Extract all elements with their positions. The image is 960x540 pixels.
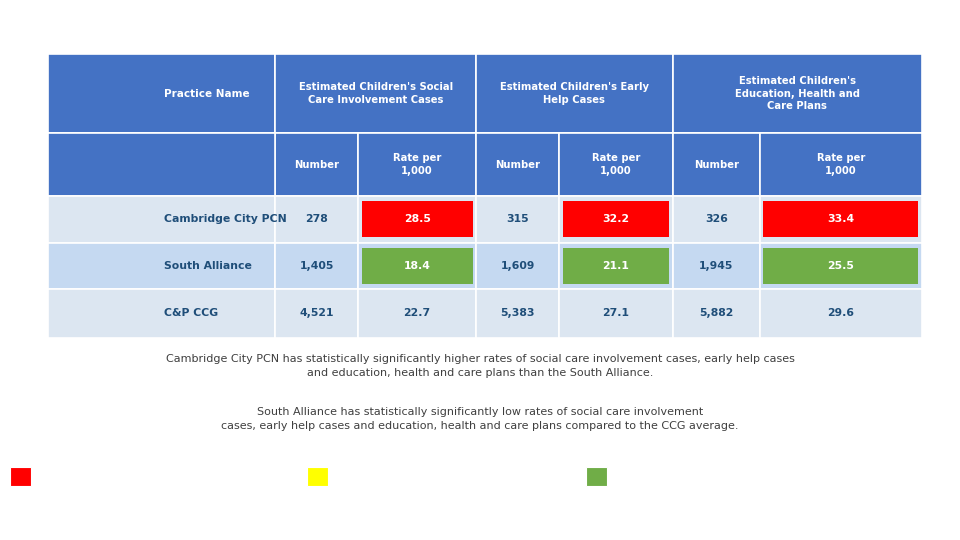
Bar <box>760 195 922 242</box>
Text: 1,609: 1,609 <box>500 261 535 271</box>
Text: South Alliance has statistically significantly low rates of social care involvem: South Alliance has statistically signifi… <box>221 407 739 431</box>
Bar <box>559 289 673 338</box>
Bar <box>559 195 673 242</box>
Bar <box>476 54 673 133</box>
Text: 5,882: 5,882 <box>699 308 733 319</box>
Bar <box>563 248 669 284</box>
Text: Estimated Children's
Education, Health and
Care Plans: Estimated Children's Education, Health a… <box>734 76 859 111</box>
Text: Number: Number <box>694 159 739 170</box>
Text: Children’s Social Care: Children’s Social Care <box>12 18 233 37</box>
Bar <box>48 133 276 195</box>
Text: Number: Number <box>294 159 339 170</box>
Bar <box>673 133 760 195</box>
Text: South Alliance: South Alliance <box>164 261 252 271</box>
Text: 28.5: 28.5 <box>403 214 430 224</box>
Text: 326: 326 <box>705 214 728 224</box>
Bar <box>559 133 673 195</box>
Text: C&P CCG: C&P CCG <box>164 308 218 319</box>
Bar <box>307 467 328 487</box>
Bar <box>763 248 918 284</box>
Bar <box>276 54 476 133</box>
Bar <box>358 133 476 195</box>
Bar <box>362 201 472 237</box>
Bar <box>276 242 358 289</box>
Text: 29.6: 29.6 <box>828 308 854 319</box>
Bar <box>358 133 476 195</box>
Text: 315: 315 <box>506 214 529 224</box>
Bar <box>362 248 472 284</box>
Bar <box>673 242 760 289</box>
Text: 27.1: 27.1 <box>602 308 630 319</box>
Bar <box>48 195 276 242</box>
Text: Practice Name: Practice Name <box>164 89 250 99</box>
Bar <box>673 133 760 195</box>
Bar <box>760 242 922 289</box>
Text: 4,521: 4,521 <box>300 308 334 319</box>
Bar <box>763 201 918 237</box>
Bar <box>760 133 922 195</box>
Text: Number: Number <box>495 159 540 170</box>
Text: Estimated Children's Social
Care Involvement Cases: Estimated Children's Social Care Involve… <box>299 83 453 105</box>
Bar <box>476 133 559 195</box>
Text: 5,383: 5,383 <box>500 308 535 319</box>
Text: statistically significantly lower than next level in hierarchy: statistically significantly lower than n… <box>612 472 864 481</box>
Bar <box>673 195 760 242</box>
Text: 32.2: 32.2 <box>602 214 630 224</box>
Bar <box>563 201 669 237</box>
Text: 278: 278 <box>305 214 328 224</box>
Text: statistically similar to next level in hierarchy: statistically similar to next level in h… <box>334 472 525 481</box>
Text: Cambridge City PCN: Cambridge City PCN <box>164 214 286 224</box>
Bar <box>760 289 922 338</box>
Text: Rate per
1,000: Rate per 1,000 <box>393 153 442 176</box>
Bar <box>358 195 476 242</box>
Bar <box>760 133 922 195</box>
Bar <box>276 133 358 195</box>
Bar <box>559 242 673 289</box>
Bar <box>276 289 358 338</box>
Bar <box>48 289 276 338</box>
Bar <box>10 467 31 487</box>
Bar <box>559 133 673 195</box>
Bar <box>358 289 476 338</box>
Bar <box>476 133 559 195</box>
Text: Rate per
1,000: Rate per 1,000 <box>817 153 865 176</box>
Text: Cambridge City PCN has statistically significantly higher rates of social care i: Cambridge City PCN has statistically sig… <box>165 354 795 378</box>
Text: statistically significantly higher than next level in hierarchy: statistically significantly higher than … <box>36 472 293 481</box>
Bar <box>586 467 607 487</box>
Text: 18.4: 18.4 <box>403 261 430 271</box>
Text: 1,405: 1,405 <box>300 261 334 271</box>
Bar <box>276 133 358 195</box>
Bar <box>476 289 559 338</box>
Bar <box>48 242 276 289</box>
Text: 33.4: 33.4 <box>828 214 854 224</box>
Text: 21.1: 21.1 <box>603 261 629 271</box>
Bar <box>48 54 276 133</box>
Bar <box>673 289 760 338</box>
Text: Source: Cambridgeshire County Council, BI team.  Estimates derived from the LSOA: Source: Cambridgeshire County Council, B… <box>10 509 709 524</box>
Text: Rate per
1,000: Rate per 1,000 <box>591 153 640 176</box>
Text: 1,945: 1,945 <box>699 261 733 271</box>
Text: Estimated Children's Early
Help Cases: Estimated Children's Early Help Cases <box>500 83 649 105</box>
Bar <box>276 195 358 242</box>
Bar <box>358 242 476 289</box>
Text: 22.7: 22.7 <box>403 308 431 319</box>
Bar <box>476 242 559 289</box>
Text: 25.5: 25.5 <box>828 261 854 271</box>
Bar <box>48 133 276 195</box>
Bar <box>673 54 922 133</box>
Bar <box>476 195 559 242</box>
